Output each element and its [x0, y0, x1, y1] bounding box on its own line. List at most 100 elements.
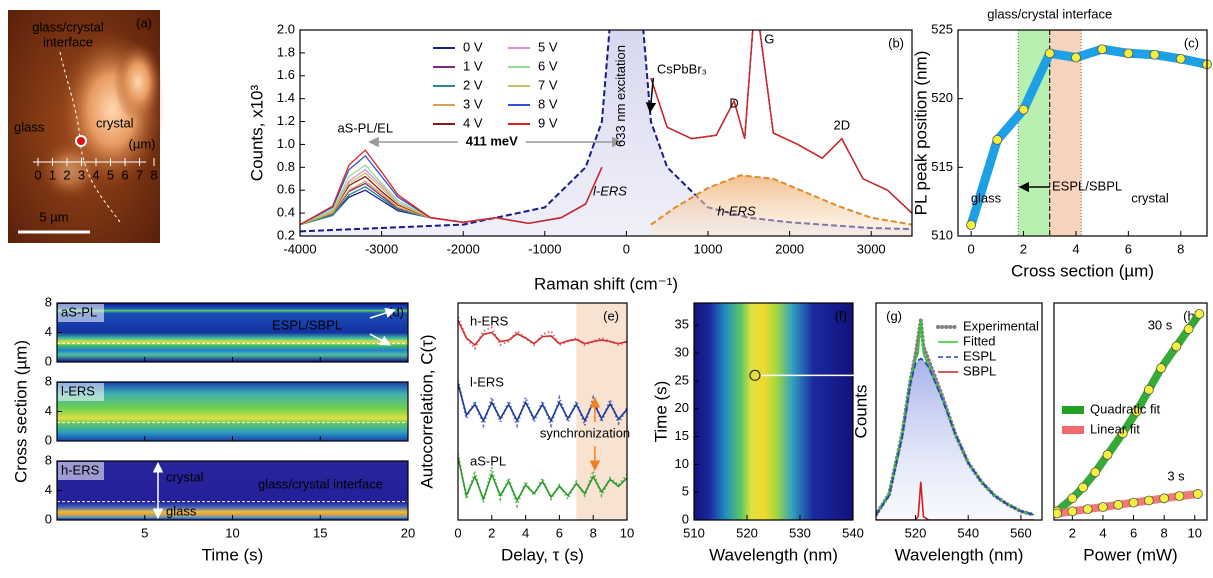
plot-area	[1054, 308, 1205, 519]
annotation: 411 meV	[466, 133, 518, 148]
plot-frame	[457, 302, 628, 521]
data-point	[1082, 504, 1093, 515]
data-point	[992, 134, 1003, 145]
annotation: glass/crystal interface	[987, 6, 1112, 21]
plot-frame	[875, 302, 1043, 521]
x-tick-label: 8	[590, 525, 597, 540]
legend-label: Linear fit	[1090, 421, 1140, 436]
data-point	[1128, 497, 1139, 508]
x-tick-label: 4	[522, 525, 529, 540]
x-tick-label: 10	[620, 525, 634, 540]
series-label: aS-PL	[470, 453, 506, 468]
y-tick-label: 8	[45, 294, 52, 309]
x-tick-label: 520	[736, 525, 758, 540]
scale-tick-label: 3	[78, 167, 85, 182]
data-point	[1113, 499, 1124, 510]
y-axis-label: Counts	[851, 385, 870, 439]
x-tick-label: 4	[1072, 241, 1079, 256]
annotation: interface	[43, 34, 93, 49]
scale-tick-label: 0	[34, 167, 41, 182]
y-tick-label: 1.4	[277, 90, 295, 105]
fit-label: l-ERS	[593, 183, 627, 198]
x-tick-label: 560	[1010, 525, 1032, 540]
legend-label: 7 V	[538, 77, 558, 92]
fit-line	[1054, 490, 1202, 518]
data-point	[1097, 44, 1108, 55]
selected-point	[749, 369, 761, 381]
scale-tick-label: 1	[49, 167, 56, 182]
annotation-bg	[457, 134, 526, 150]
fit-line	[458, 383, 627, 423]
annotation: D	[729, 95, 738, 110]
y-tick-label: 515	[931, 159, 953, 174]
x-tick-label: 520	[905, 525, 927, 540]
y-tick-label: 1.6	[277, 67, 295, 82]
y-tick-label: 510	[931, 227, 953, 242]
y-tick-label: 1.8	[277, 44, 295, 59]
y-tick-label: 0.4	[277, 205, 295, 220]
arrow	[369, 307, 397, 319]
plot-area	[458, 316, 627, 510]
y-axis-label: Counts, x10³	[247, 84, 266, 181]
x-tick-label: 0	[623, 241, 630, 256]
shaded-span	[576, 303, 627, 520]
annotation: crystal	[1131, 190, 1169, 205]
legend-label: 3 V	[463, 96, 483, 111]
x-tick-label: 6	[556, 525, 563, 540]
x-tick-label: 8	[1177, 241, 1184, 256]
data-point	[1156, 363, 1166, 374]
y-tick-label: 25	[675, 372, 689, 387]
x-tick-label: 2	[1020, 241, 1027, 256]
legend-swatch	[1062, 406, 1084, 414]
y-tick-label: 0.8	[277, 159, 295, 174]
x-tick-label: 10	[1188, 525, 1202, 540]
x-tick-label: 530	[789, 525, 811, 540]
data-dots	[458, 316, 627, 351]
panel-label: (c)	[1184, 35, 1199, 50]
x-tick-label: 1000	[694, 241, 723, 256]
x-tick-label: 6	[1130, 525, 1137, 540]
annotation: glass/crystal interface	[258, 476, 383, 491]
series-label: 30 s	[1148, 317, 1173, 332]
panel-label: (b)	[888, 35, 904, 50]
y-tick-label: 1.2	[277, 113, 295, 128]
x-tick-label: 5	[141, 525, 148, 540]
panel-label: (f)	[835, 308, 847, 323]
y-tick-label: 0	[45, 511, 52, 526]
legend-label: 2 V	[463, 77, 483, 92]
x-axis-label: Delay, τ (s)	[501, 545, 584, 564]
plot-area	[300, 30, 912, 236]
y-tick-label: 520	[931, 90, 953, 105]
data-point	[1123, 48, 1134, 59]
x-tick-label: 15	[313, 525, 327, 540]
scale-tick-label: 7	[136, 167, 143, 182]
data-point	[1159, 493, 1170, 504]
x-tick-label: 3000	[857, 241, 886, 256]
annotation: synchronization	[540, 425, 630, 440]
plot-frame	[693, 302, 854, 521]
legend-label: 0 V	[463, 39, 483, 54]
annotation: ESPL/SBPL	[272, 317, 342, 332]
y-axis-label: PL peak position (nm)	[911, 51, 930, 216]
arrow	[645, 77, 657, 114]
y-tick-label: 8	[45, 373, 52, 388]
legend-swatch	[1062, 426, 1084, 434]
data-point	[966, 220, 977, 230]
panel-label: (g)	[886, 308, 902, 323]
scale-tick-label: 8	[150, 167, 157, 182]
data-point	[1098, 502, 1108, 512]
arrow	[369, 333, 391, 346]
scale-tick-label: 2	[63, 167, 70, 182]
label-bg	[58, 383, 104, 401]
y-tick-label: 35	[675, 317, 689, 332]
x-tick-label: -4000	[283, 241, 316, 256]
label-bg	[58, 462, 104, 480]
x-tick-label: 4	[1099, 525, 1106, 540]
legend-label: 6 V	[538, 58, 558, 73]
x-axis-label: Cross section (µm)	[1011, 261, 1154, 280]
x-tick-label: 10	[225, 525, 239, 540]
plot-frame	[1053, 302, 1208, 521]
y-tick-label: 525	[931, 21, 953, 36]
legend-label: ESPL	[963, 348, 996, 363]
x-tick-label: 2000	[775, 241, 804, 256]
